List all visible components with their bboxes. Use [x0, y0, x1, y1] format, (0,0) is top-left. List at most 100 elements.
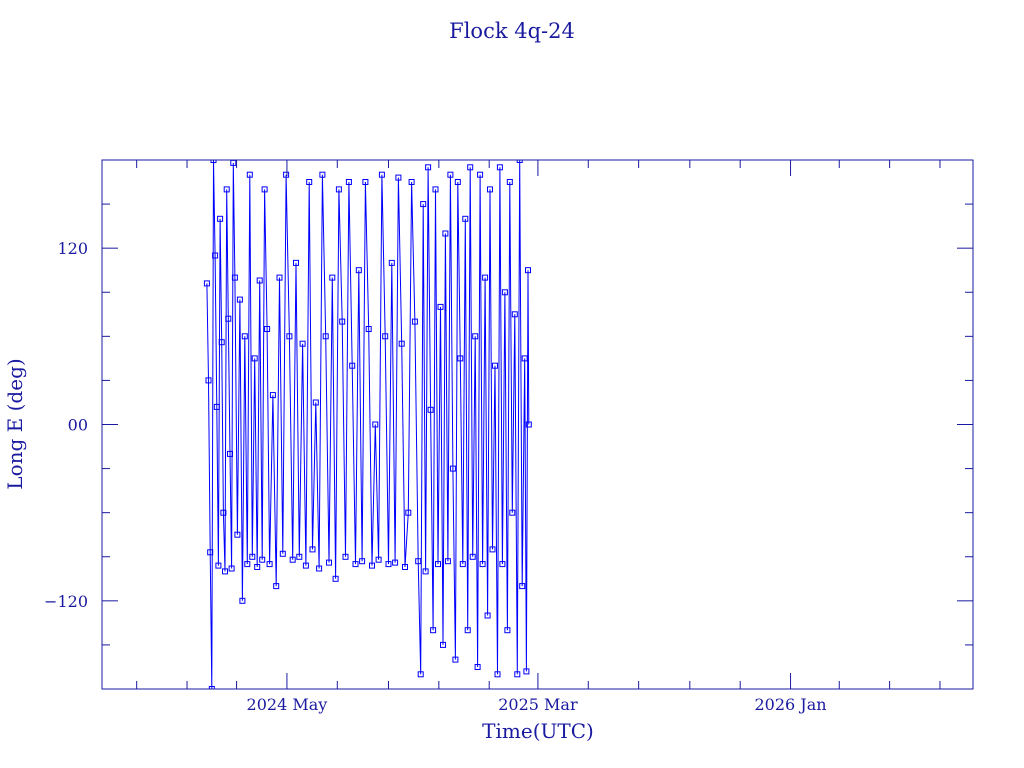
y-tick-label: −120 — [44, 592, 88, 611]
data-point — [335, 186, 342, 193]
data-point — [385, 561, 392, 568]
data-point — [296, 553, 303, 560]
data-point — [319, 171, 326, 178]
data-point — [239, 597, 246, 604]
data-point — [477, 171, 484, 178]
data-point — [276, 274, 283, 281]
data-point — [420, 201, 427, 208]
data-point — [464, 627, 471, 634]
data-point — [375, 556, 382, 563]
data-point — [479, 561, 486, 568]
x-tick-label: 2024 May — [247, 695, 328, 714]
data-point — [437, 303, 444, 310]
data-point — [408, 179, 415, 185]
data-point — [269, 392, 276, 399]
data-point — [442, 230, 449, 237]
data-point — [342, 553, 349, 560]
data-point — [499, 561, 506, 568]
data-point — [378, 171, 385, 178]
data-point — [215, 562, 222, 569]
data-point — [482, 274, 489, 281]
series-line — [206, 160, 530, 689]
data-point — [474, 664, 481, 670]
tick-labels-group: −120 00 120 2024 May 2025 Mar 2026 Jan — [44, 239, 827, 714]
data-point — [514, 671, 521, 678]
data-point — [228, 565, 235, 572]
ticks-group — [102, 159, 973, 690]
data-point — [369, 562, 375, 569]
data-point — [312, 399, 319, 406]
data-point — [372, 421, 379, 428]
data-point — [273, 583, 280, 590]
data-point — [225, 315, 232, 322]
data-point — [213, 403, 220, 410]
data-point — [352, 561, 359, 568]
data-point — [519, 583, 526, 590]
data-point — [210, 160, 217, 163]
data-point — [223, 186, 230, 193]
data-point — [516, 160, 523, 163]
data-point — [467, 164, 474, 171]
data-point — [227, 450, 233, 457]
data-point — [402, 564, 408, 570]
data-point — [440, 641, 446, 648]
data-point — [259, 556, 266, 563]
data-point — [222, 568, 228, 575]
x-tick-label: 2026 Jan — [755, 695, 827, 714]
data-point — [332, 575, 339, 582]
data-point — [326, 559, 332, 566]
data-point — [449, 465, 456, 472]
data-point — [322, 333, 329, 340]
data-point — [523, 668, 530, 675]
data-point — [494, 671, 501, 678]
data-point — [329, 274, 336, 281]
data-point — [264, 326, 271, 332]
data-point — [487, 186, 493, 193]
data-point — [501, 289, 508, 296]
data-point — [203, 280, 210, 287]
data-point — [395, 174, 402, 181]
data-point — [388, 259, 395, 266]
data-point — [472, 333, 479, 340]
data-point — [432, 186, 439, 193]
data-point — [422, 568, 429, 575]
data-point — [506, 179, 513, 185]
data-point — [355, 267, 362, 274]
data-point — [447, 171, 454, 178]
data-point — [293, 259, 299, 266]
x-axis-label: Time(UTC) — [482, 719, 594, 743]
data-point — [283, 171, 290, 178]
data-point — [457, 355, 464, 362]
data-point — [492, 362, 498, 369]
chart-title: Flock 4q-24 — [449, 19, 575, 43]
data-point — [279, 550, 286, 557]
data-point — [302, 562, 309, 569]
data-point — [525, 267, 531, 274]
y-axis-label: Long E (deg) — [3, 358, 27, 489]
data-point — [521, 355, 528, 362]
data-point — [444, 558, 451, 565]
data-point — [220, 509, 227, 516]
data-point — [459, 561, 466, 568]
data-point — [339, 318, 346, 325]
data-point — [462, 215, 469, 222]
data-point — [218, 339, 225, 346]
plot-area — [203, 160, 532, 689]
data-point — [525, 421, 532, 428]
data-point — [415, 558, 422, 565]
series-group — [203, 160, 532, 689]
data-point — [246, 171, 253, 178]
data-point — [359, 558, 366, 565]
data-point — [299, 340, 306, 347]
data-point — [345, 179, 352, 185]
data-point — [398, 340, 405, 347]
data-point — [207, 549, 214, 556]
data-point — [205, 377, 212, 384]
data-point — [251, 355, 258, 362]
data-point — [452, 656, 459, 663]
data-point — [286, 333, 293, 340]
data-point — [289, 556, 296, 563]
data-point — [511, 311, 518, 318]
data-point — [234, 531, 241, 538]
